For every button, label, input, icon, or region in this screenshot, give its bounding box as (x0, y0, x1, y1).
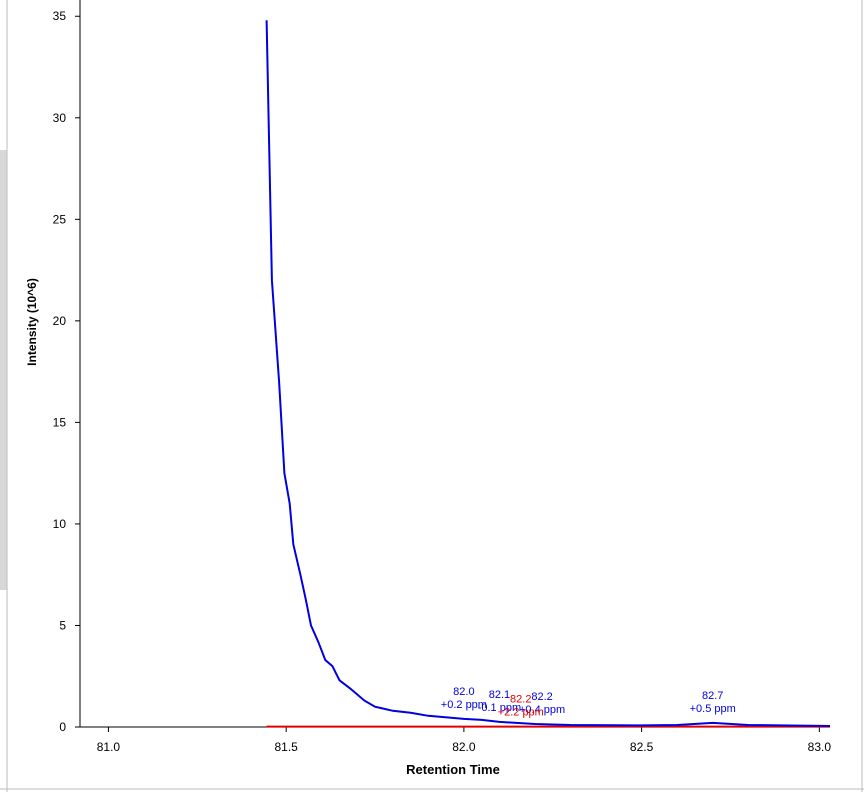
annotation-rt: 82.2 (531, 691, 552, 703)
scrollbar (0, 150, 7, 590)
x-tick-label: 81.0 (97, 740, 121, 754)
y-tick-label: 10 (53, 517, 67, 531)
annotation-rt: 82.0 (453, 686, 474, 698)
x-tick-label: 81.5 (274, 740, 298, 754)
y-tick-label: 5 (59, 618, 66, 632)
annotation-ppm: +0.4 ppm (519, 704, 565, 716)
y-tick-label: 30 (53, 111, 67, 125)
annotation-ppm: +0.2 ppm (441, 699, 487, 711)
x-axis-label: Retention Time (406, 762, 500, 777)
annotation-rt: 82.2 (510, 694, 531, 706)
y-tick-label: 0 (59, 720, 66, 734)
annotation-ppm: +0.5 ppm (690, 703, 736, 715)
x-tick-label: 82.0 (452, 740, 476, 754)
x-tick-label: 82.5 (630, 740, 654, 754)
y-tick-label: 25 (53, 212, 67, 226)
annotation-ppm: -0.1 ppm (478, 702, 521, 714)
annotation-rt: 82.1 (489, 689, 510, 701)
y-tick-label: 15 (53, 415, 67, 429)
y-tick-label: 20 (53, 314, 67, 328)
annotation-rt: 82.7 (702, 690, 723, 702)
x-tick-label: 83.0 (808, 740, 832, 754)
y-tick-label: 35 (53, 9, 67, 23)
annotation-ppm: +2.2 ppm (498, 707, 544, 719)
series-line (265, 20, 831, 727)
y-axis-label: Intensity (10^6) (25, 278, 39, 366)
